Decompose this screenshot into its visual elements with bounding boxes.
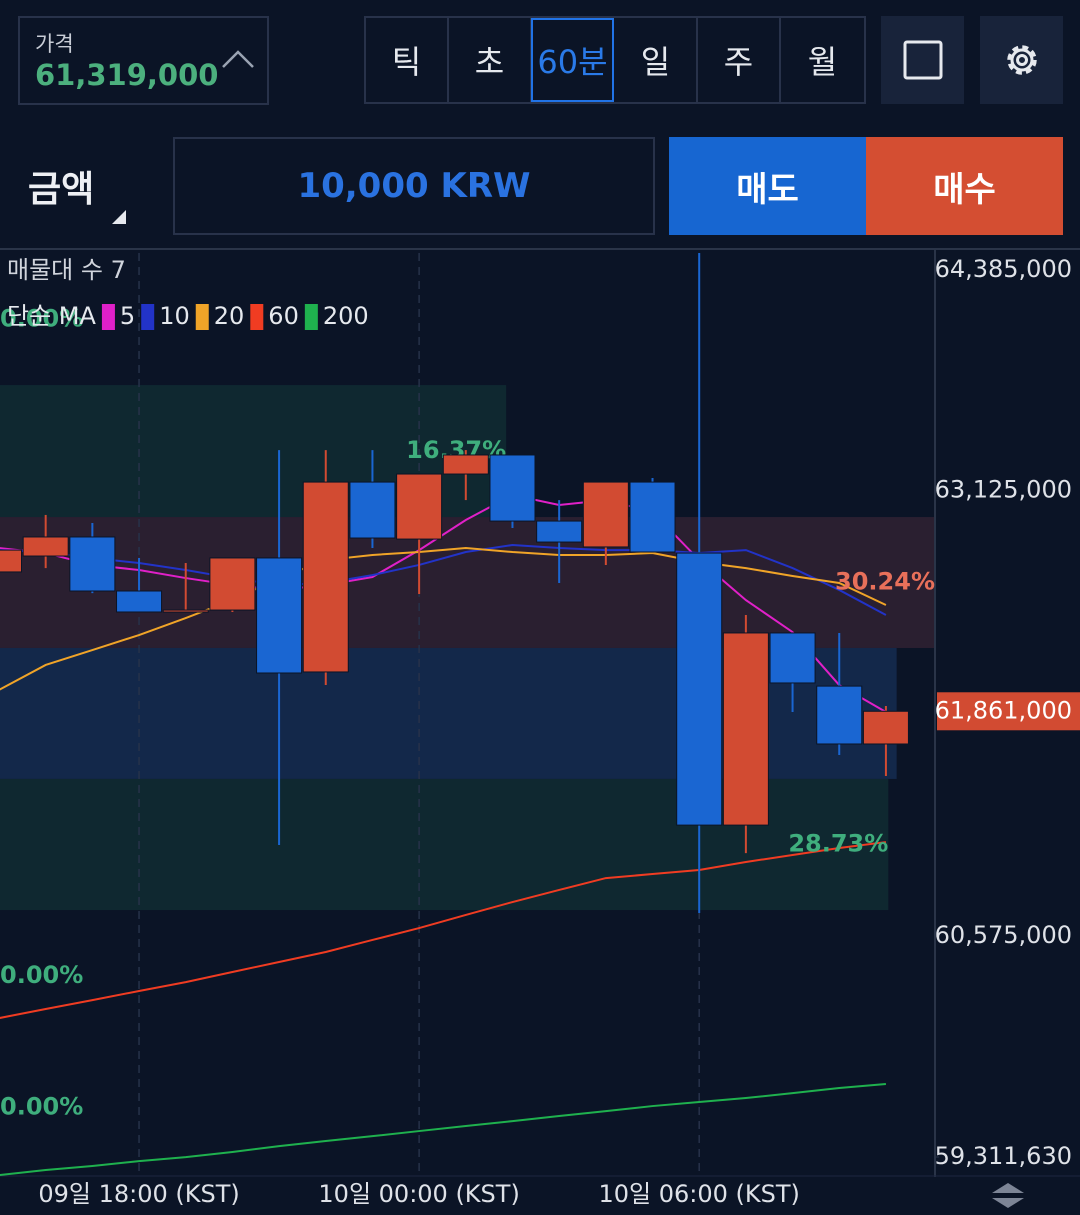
y-tick-label: 59,311,630 xyxy=(935,1142,1072,1170)
candle-body xyxy=(396,473,443,540)
x-tick-label: 09일 18:00 (KST) xyxy=(38,1180,239,1208)
y-tick-label: 63,125,000 xyxy=(935,475,1072,503)
scroll-icon xyxy=(992,1198,1024,1208)
candle-body xyxy=(442,454,489,475)
zone-label: 28.73% xyxy=(788,830,888,858)
candle-body xyxy=(536,520,583,543)
timeframe-tab[interactable]: 주 xyxy=(698,18,781,102)
chevron-icon xyxy=(222,50,254,68)
timeframe-tab[interactable]: 초 xyxy=(449,18,532,102)
candle-body xyxy=(256,557,303,674)
y-tick-label: 64,385,000 xyxy=(935,255,1072,283)
timeframe-tab[interactable]: 60분 xyxy=(531,18,614,102)
candle-body xyxy=(489,454,536,522)
candle-body xyxy=(209,557,256,611)
zone-label: 30.24% xyxy=(835,568,935,596)
candle-body xyxy=(0,549,22,573)
dropdown-triangle xyxy=(112,210,126,224)
gear-icon xyxy=(1006,45,1037,75)
legend-swatch xyxy=(250,304,264,330)
candle-body xyxy=(769,632,816,684)
sell-button[interactable]: 매도 xyxy=(669,137,866,235)
legend-label: 20 xyxy=(214,302,245,330)
zone-label: 0.00% xyxy=(0,961,83,989)
current-price-label: 61,861,000 xyxy=(935,696,1072,724)
separator xyxy=(0,248,1080,250)
timeframe-tab[interactable]: 일 xyxy=(615,18,698,102)
amount-input[interactable]: 10,000 KRW xyxy=(173,137,655,235)
ma-line xyxy=(0,544,887,616)
legend-swatch xyxy=(195,304,209,330)
profile-title: 매물대 수 7 xyxy=(7,256,126,284)
amount-label[interactable]: 금액 xyxy=(28,169,95,210)
legend-label: 200 xyxy=(323,302,369,330)
candle-body xyxy=(862,710,909,745)
settings-button[interactable] xyxy=(980,16,1063,104)
candle-body xyxy=(162,609,209,613)
volume-zone xyxy=(0,517,935,648)
ma-line xyxy=(0,1083,887,1177)
legend-label: 10 xyxy=(159,302,190,330)
price-value: 61,319,000 xyxy=(35,58,219,92)
price-box[interactable]: 가격 61,319,000 xyxy=(18,16,269,105)
legend-swatch xyxy=(101,304,115,330)
x-tick-label: 10일 06:00 (KST) xyxy=(598,1180,799,1208)
timeframe-tabs: 틱 초 60분 일 주 월 xyxy=(364,16,866,104)
candle-body xyxy=(22,536,69,557)
legend-label: 60 xyxy=(268,302,299,330)
legend-swatch xyxy=(304,304,318,330)
y-tick-label: 60,575,000 xyxy=(935,921,1072,949)
ma-line xyxy=(0,841,887,1019)
buy-button[interactable]: 매수 xyxy=(866,137,1063,235)
candle-body xyxy=(349,481,396,539)
square-icon xyxy=(903,40,942,80)
timeframe-tab[interactable]: 틱 xyxy=(366,18,449,102)
ma-line xyxy=(0,493,887,713)
price-label: 가격 xyxy=(35,32,74,56)
candle-body xyxy=(816,685,863,745)
chart: 매물대 수 7 09일 18:00 (KST) 10일 00:00 (KST) 10… xyxy=(0,250,1080,1208)
candle-body xyxy=(676,552,723,826)
scroll-icon xyxy=(992,1183,1024,1193)
fullscreen-button[interactable] xyxy=(881,16,964,104)
candle-body xyxy=(722,632,769,826)
legend-label: 단순 MA xyxy=(7,302,96,330)
candle-body xyxy=(629,481,676,553)
candle-body xyxy=(69,536,116,592)
zone-label: 0.00% xyxy=(0,1093,83,1121)
candle-body xyxy=(116,590,163,613)
timeframe-tab[interactable]: 월 xyxy=(807,43,838,81)
candle-body xyxy=(302,481,349,673)
candle-body xyxy=(582,481,629,548)
legend-label: 5 xyxy=(120,302,135,330)
x-tick-label: 10일 00:00 (KST) xyxy=(318,1180,519,1208)
current-price-box xyxy=(937,692,1080,731)
ma-line xyxy=(0,546,887,691)
legend-swatch xyxy=(141,304,155,330)
zone-label: 0.00% xyxy=(0,304,83,332)
